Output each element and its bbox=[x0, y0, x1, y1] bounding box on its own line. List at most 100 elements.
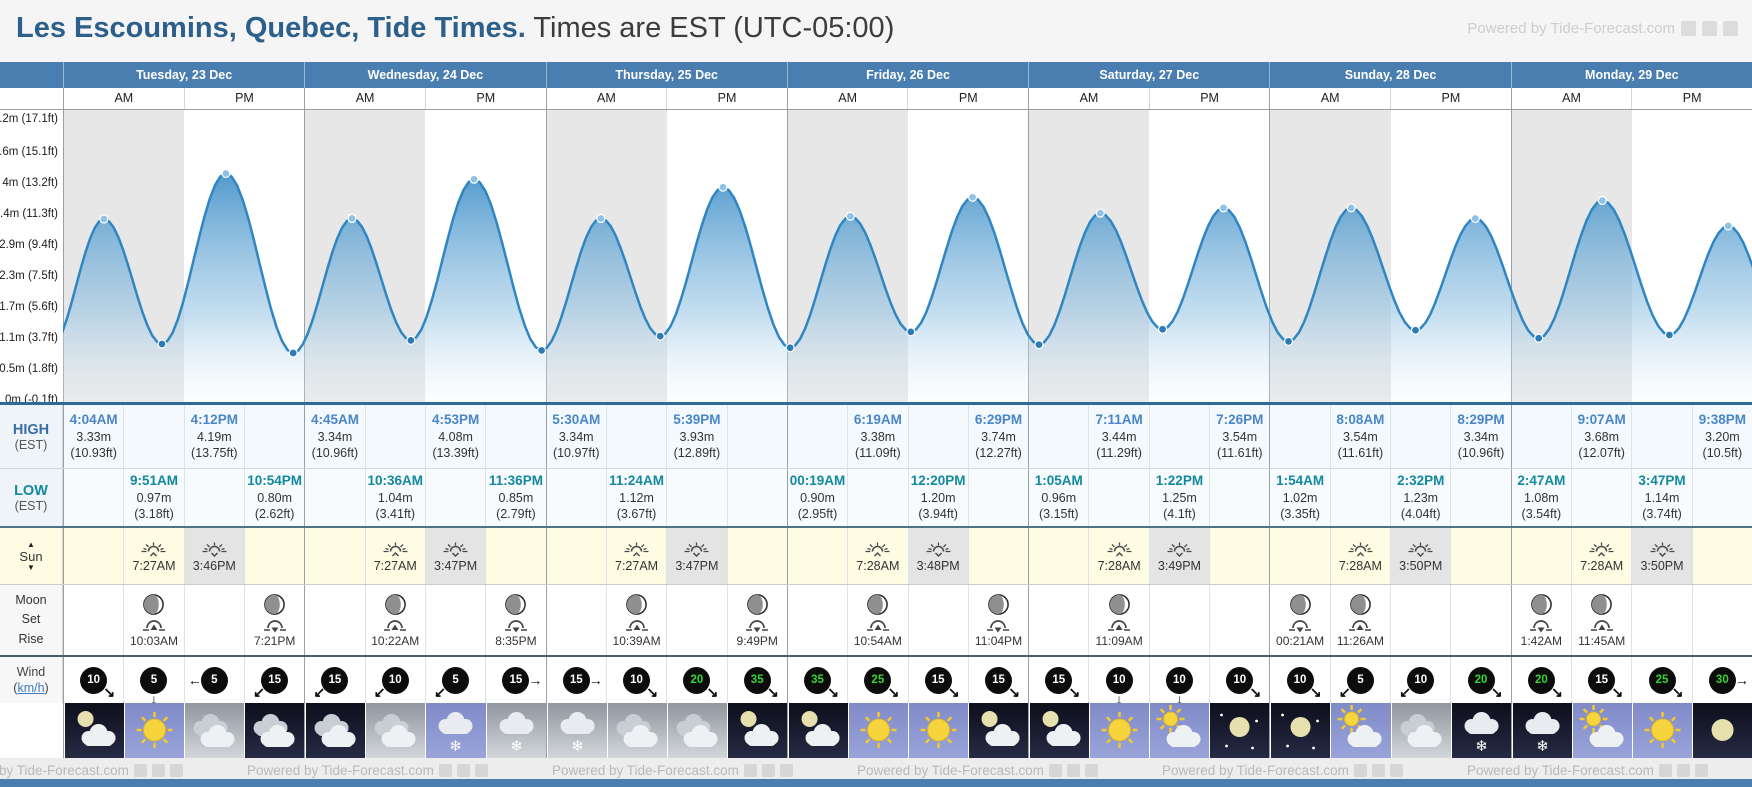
wind-speed-badge: 15 ↙ bbox=[313, 666, 349, 699]
pm-header-cell: PM bbox=[1631, 88, 1752, 109]
moon-row: Moon Set Rise 10:03AM 7:21PM 10:22AM 8:35PM 10… bbox=[0, 585, 1752, 657]
low-tide-height-m: 0.90m bbox=[800, 491, 835, 506]
wind-speed-badge: 35 ↘ bbox=[743, 666, 779, 699]
wind-unit-link[interactable]: km/h bbox=[17, 681, 45, 695]
weather-cell bbox=[1089, 703, 1150, 758]
weather-cell bbox=[787, 703, 848, 758]
sunrise-icon bbox=[1348, 542, 1373, 557]
wind-speed-badge: 35 ↘ bbox=[804, 666, 839, 699]
high-tide-entry: 4:12PM 4.19m (13.75ft) bbox=[185, 405, 244, 468]
high-tide-height-ft: (10.5ft) bbox=[1702, 446, 1743, 461]
moon-rise-time: 10:39AM bbox=[612, 633, 661, 648]
low-tide-height-m: 0.80m bbox=[257, 491, 293, 506]
watermark-icon bbox=[743, 764, 757, 777]
moon-set-entry: 00:21AM bbox=[1270, 585, 1329, 655]
high-tide-height-ft: (11.61ft) bbox=[1216, 446, 1263, 461]
sun-row: ▲ Sun ▼ 7:27AM 3:46PM 7:27AM 3:47PM 7:27AM 3:47… bbox=[0, 528, 1752, 585]
sunrise-time: 7:27AM bbox=[373, 559, 417, 573]
sunrise-icon bbox=[141, 542, 166, 557]
sunrise-cell: 7:27AM bbox=[605, 528, 666, 584]
day-column: 10:03AM 7:21PM bbox=[63, 585, 304, 655]
day-column: 1:05AM 0.96m (3.15ft) 1:22PM 1.25m (4.1ft) bbox=[1028, 469, 1269, 526]
weather-cell bbox=[1029, 703, 1090, 758]
powered-by-text: Powered by Tide-Forecast.com bbox=[857, 763, 1044, 778]
high-tide-height-ft: (12.07ft) bbox=[1578, 446, 1625, 461]
high-tide-height-m: 3.54m bbox=[1343, 430, 1378, 445]
sunrise-icon bbox=[383, 542, 408, 557]
weather-cell bbox=[184, 703, 245, 758]
tide-chart-y-axis: 5.2m (17.1ft) 4.6m (15.1ft) 4m (13.2ft) 3.4… bbox=[0, 110, 63, 402]
low-tide-entry: 1:54AM 1.02m (3.35ft) bbox=[1270, 469, 1329, 526]
low-tide-height-m: 1.08m bbox=[1523, 491, 1559, 506]
day-column: AM PM bbox=[1269, 88, 1510, 109]
weather-icon-clouds bbox=[185, 703, 245, 758]
watermark-icon bbox=[1681, 21, 1696, 36]
high-tide-cell: 5:30AM 3.34m (10.97ft) bbox=[547, 405, 606, 468]
moon-phase-icon bbox=[264, 593, 285, 615]
low-tide-time: 10:36AM bbox=[367, 473, 424, 489]
weather-icon-clouds bbox=[667, 703, 727, 758]
wind-cell: 10 ↘ bbox=[1270, 657, 1329, 703]
sunrise-time: 7:28AM bbox=[1338, 559, 1382, 573]
low-tide-entry: 10:36AM 1.04m (3.41ft) bbox=[366, 469, 425, 526]
low-tide-time: 11:24AM bbox=[609, 473, 664, 489]
low-tide-height-ft: (3.67ft) bbox=[616, 507, 657, 522]
high-tide-cell bbox=[1631, 405, 1691, 468]
wind-direction-arrow-icon: → bbox=[1734, 672, 1749, 688]
day-column: AM PM bbox=[63, 88, 304, 109]
high-tide-cell: 4:12PM 4.19m (13.75ft) bbox=[183, 405, 244, 468]
tide-marker-low bbox=[655, 331, 665, 341]
wind-direction-arrow-icon: ↘ bbox=[646, 683, 659, 700]
high-tide-height-m: 3.68m bbox=[1584, 430, 1620, 445]
ampm-corner bbox=[0, 88, 63, 109]
day-column: AM PM bbox=[1028, 88, 1269, 109]
day-header: Wednesday, 24 Dec bbox=[304, 62, 545, 88]
low-tide-height-ft: (3.35ft) bbox=[1280, 507, 1320, 522]
weather-icon-cloud-snow: ❄ bbox=[1451, 703, 1511, 758]
low-tide-height-m: 1.20m bbox=[920, 491, 956, 506]
axis-label: 2.3m (7.5ft) bbox=[0, 269, 58, 282]
moon-rise-time: 11:45AM bbox=[1578, 633, 1626, 648]
low-tide-cell: 1:54AM 1.02m (3.35ft) bbox=[1270, 469, 1329, 526]
moon-cell bbox=[788, 585, 847, 655]
moon-cell: 9:49PM bbox=[726, 585, 787, 655]
low-tide-cell: 11:36PM 0.85m (2.79ft) bbox=[485, 469, 545, 526]
sunset-cell: 3:50PM bbox=[1390, 528, 1451, 584]
tide-marker-high bbox=[469, 174, 479, 184]
axis-label: 1.1m (3.7ft) bbox=[0, 331, 58, 344]
day-column: 7:28AM 3:50PM bbox=[1510, 528, 1752, 584]
wind-direction-arrow-icon: ↘ bbox=[103, 683, 116, 700]
low-tide-cell: 2:32PM 1.23m (4.04ft) bbox=[1390, 469, 1450, 526]
moon-rise-entry: 11:09AM bbox=[1089, 585, 1148, 655]
day-column: 15 ↙ 10 ↙ 5 ↙ 15 → bbox=[304, 657, 545, 703]
low-tide-height-m: 0.96m bbox=[1041, 491, 1077, 506]
svg-text:❄: ❄ bbox=[1475, 738, 1488, 755]
sunset-cell: 3:49PM bbox=[1148, 528, 1210, 584]
low-tide-height-m: 1.23m bbox=[1403, 491, 1439, 506]
powered-by-watermark: Powered by Tide-Forecast.com bbox=[552, 763, 793, 778]
high-tz-label: (EST) bbox=[14, 437, 48, 452]
powered-by-text: Powered by Tide-Forecast.com bbox=[1162, 763, 1349, 778]
wind-direction-arrow-icon: → bbox=[588, 672, 603, 688]
low-tide-height-m: 1.04m bbox=[377, 491, 413, 506]
weather-icon-moon-stars bbox=[1210, 703, 1270, 758]
moon-phase-icon bbox=[1350, 593, 1371, 615]
wind-cell: 35 ↘ bbox=[788, 657, 847, 703]
day-column bbox=[63, 703, 305, 758]
day-header: Saturday, 27 Dec bbox=[1028, 62, 1269, 88]
powered-by-watermark: Powered by Tide-Forecast.com bbox=[0, 763, 183, 778]
moon-cell: 10:54AM bbox=[847, 585, 907, 655]
pm-header-cell: PM bbox=[1390, 88, 1511, 109]
tide-chart-row: 5.2m (17.1ft) 4.6m (15.1ft) 4m (13.2ft) 3.4… bbox=[0, 110, 1752, 405]
wind-direction-arrow-icon: ↘ bbox=[1611, 683, 1624, 700]
high-tide-height-ft: (13.39ft) bbox=[432, 446, 479, 461]
high-tide-height-m: 3.20m bbox=[1704, 430, 1740, 445]
low-tide-entry: 12:20PM 1.20m (3.94ft) bbox=[909, 469, 968, 526]
sunrise-time: 7:28AM bbox=[1097, 559, 1141, 573]
wind-direction-arrow-icon: ↙ bbox=[253, 683, 265, 700]
day-column bbox=[786, 703, 1029, 758]
weather-icon-moon-cloud bbox=[969, 703, 1029, 758]
high-tide-entry: 8:29PM 3.34m (10.96ft) bbox=[1451, 405, 1510, 468]
weather-icon-clouds bbox=[607, 703, 667, 758]
